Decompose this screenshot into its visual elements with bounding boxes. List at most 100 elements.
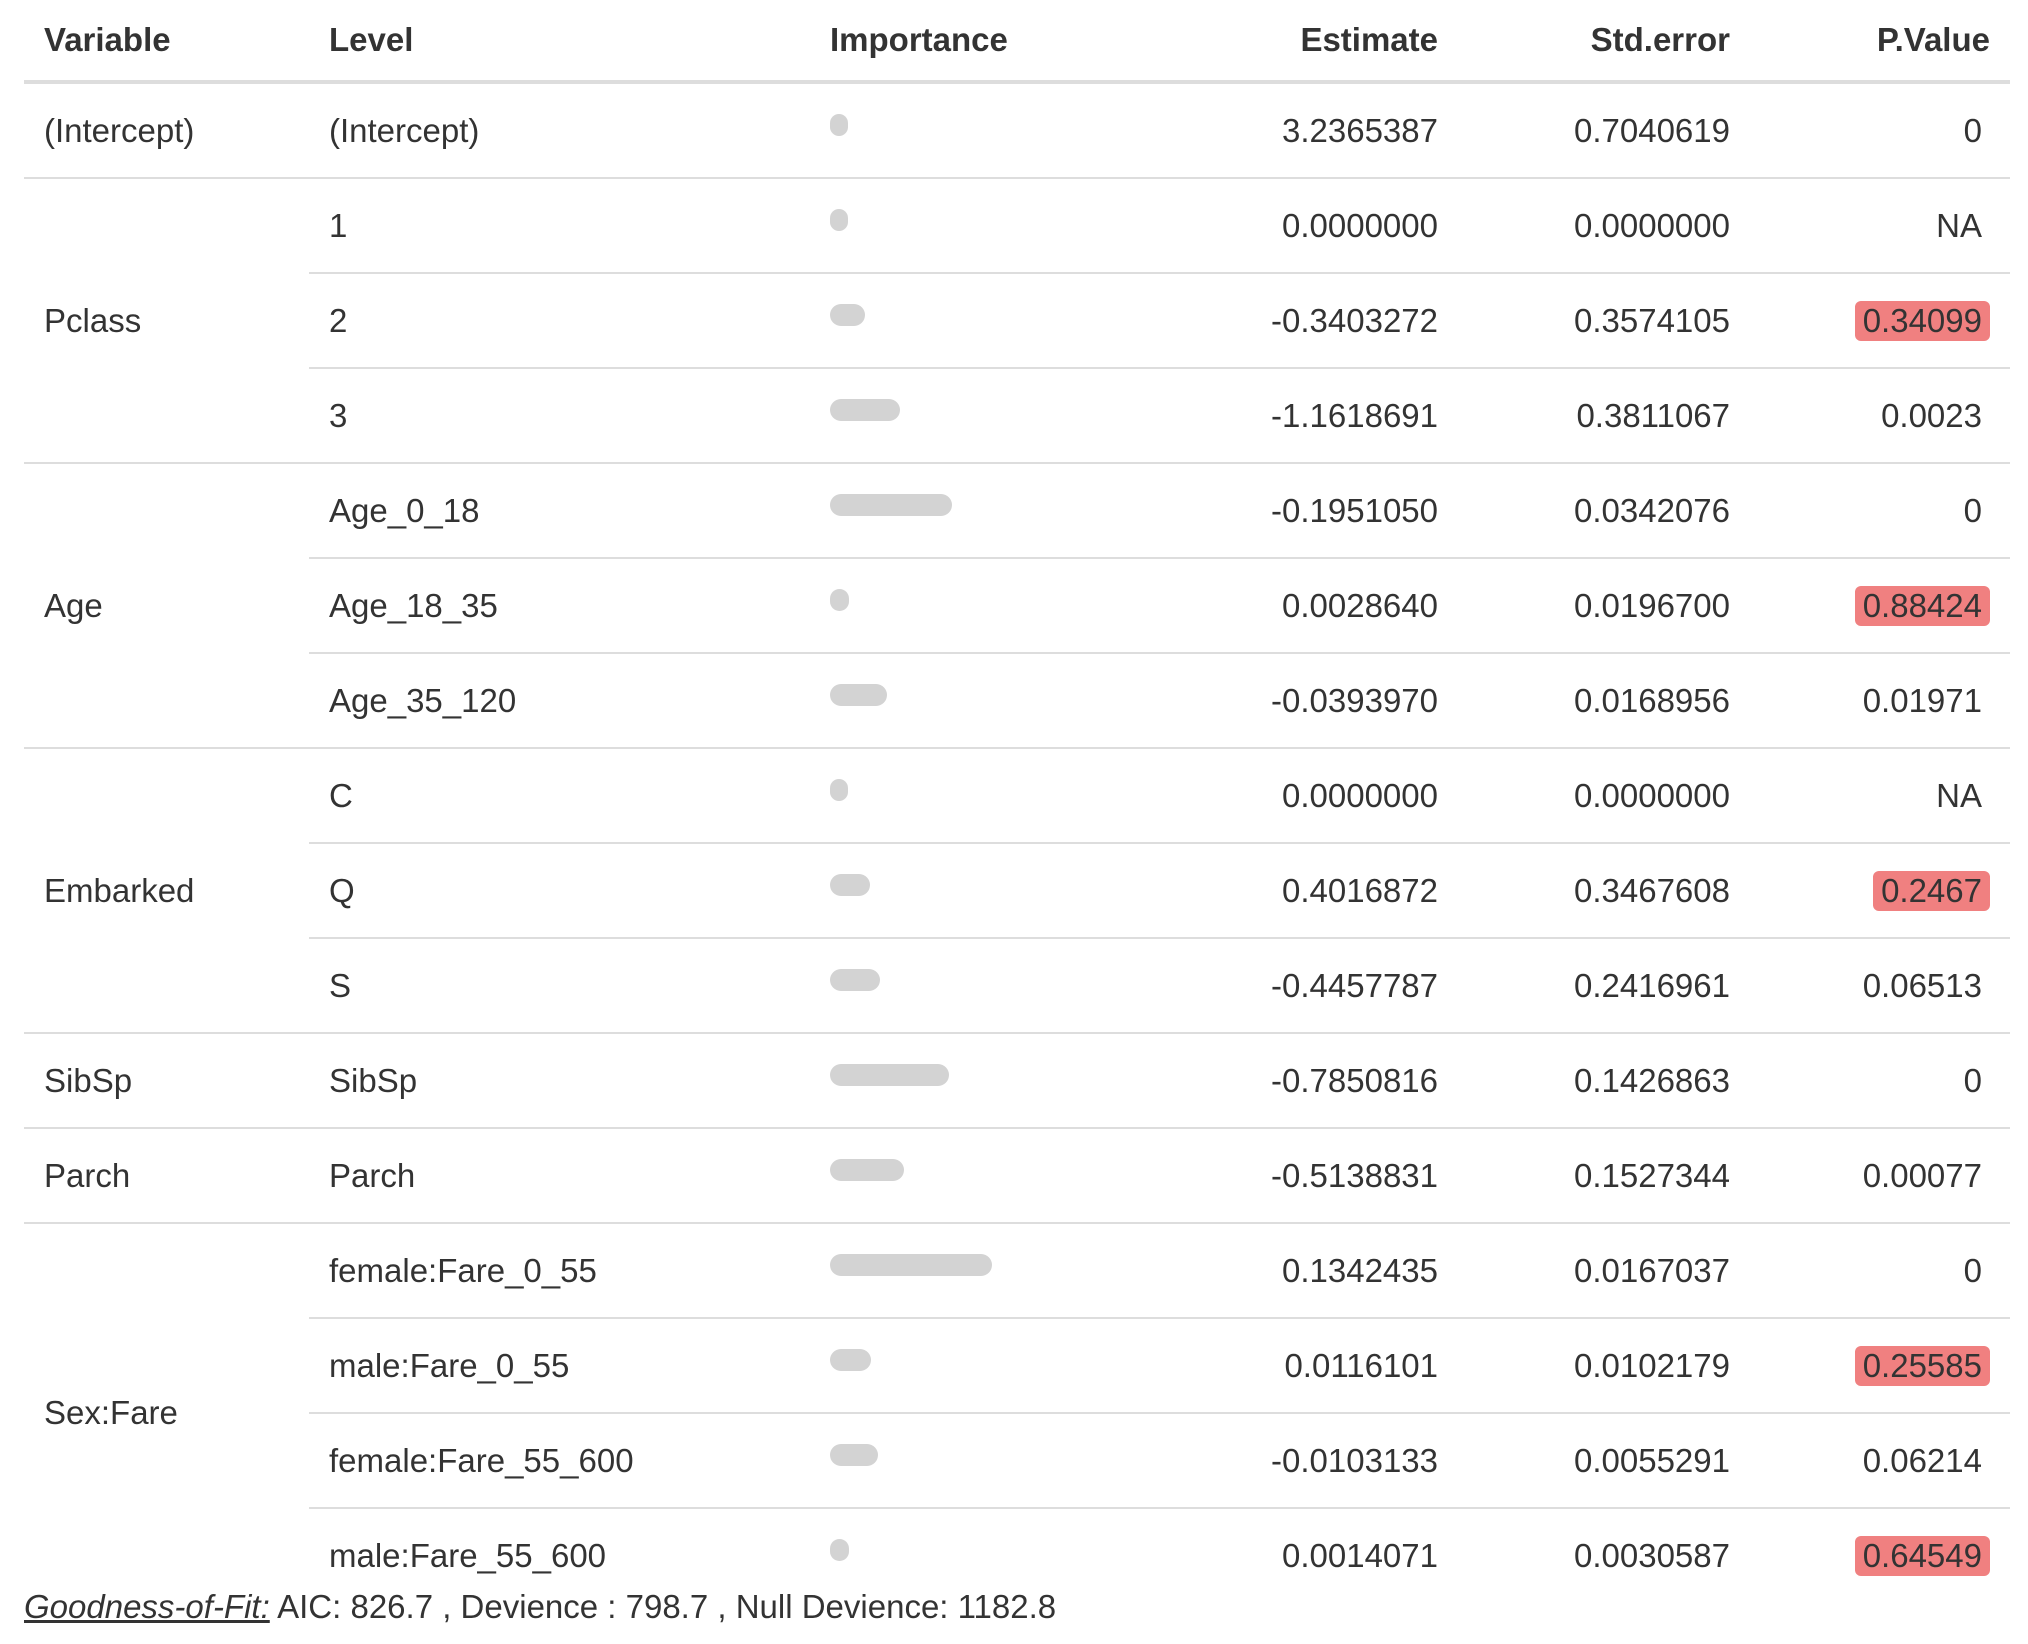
table-row: SibSp SibSp -0.7850816 0.1426863 0 [24, 1032, 2010, 1128]
cell-estimate: -1.1618691 [1140, 367, 1458, 463]
cell-level: Parch [309, 1127, 810, 1223]
importance-bar [830, 208, 848, 231]
importance-bar [830, 113, 848, 136]
table-row: Embarked C 0.0000000 0.0000000 NA [24, 747, 2010, 1033]
p-value-text: 0.00077 [1862, 1156, 1982, 1194]
cell-importance [810, 1412, 1140, 1508]
cell-estimate: 0.1342435 [1140, 1222, 1458, 1318]
cell-estimate: 3.2365387 [1282, 111, 1438, 149]
table-row: Age_18_35 0.0028640 0.0196700 0.88424 [24, 557, 2010, 653]
p-value-text: 0 [1963, 1251, 1982, 1289]
cell-p-value: NA [1750, 747, 2010, 843]
cell-estimate: 0.0028640 [1140, 557, 1458, 653]
p-value-text: 0 [1963, 111, 1982, 149]
cell-p-value: 0.64549 [1750, 1507, 2010, 1602]
header-std-error: Std.error [1458, 0, 1750, 84]
cell-importance [810, 842, 1140, 938]
importance-bar [830, 778, 848, 801]
cell-p-value: 0.34099 [1750, 272, 2010, 368]
cell-level: 1 [309, 177, 810, 273]
header-variable: Variable [24, 0, 309, 84]
cell-p-value: 0.06513 [1750, 937, 2010, 1033]
cell-estimate: -0.5138831 [1140, 1127, 1458, 1223]
importance-bar [830, 1443, 878, 1466]
table-body: (Intercept) (Intercept) 3.2365387 0.7040619… [24, 82, 2010, 1602]
importance-bar [830, 1538, 849, 1561]
cell-importance [810, 367, 1140, 463]
table-row: Q 0.4016872 0.3467608 0.2467 [24, 842, 2010, 938]
p-value-text: 0.06214 [1862, 1441, 1982, 1479]
p-value-highlight-badge: 0.34099 [1854, 300, 1990, 341]
table-row: Sex:Fare female:Fare_0_55 0.1342435 0.01670… [24, 1222, 2010, 1602]
cell-std-error: 0.1527344 [1458, 1127, 1750, 1223]
header-row: Variable Level Importance Estimate Std.e… [24, 0, 2010, 84]
cell-level: Q [309, 842, 810, 938]
header-estimate: Estimate [1140, 0, 1458, 84]
cell-std-error: 0.0196700 [1458, 557, 1750, 653]
table-row: S -0.4457787 0.2416961 0.06513 [24, 937, 2010, 1033]
cell-variable: Pclass [24, 177, 309, 463]
cell-importance [810, 652, 1140, 748]
cell-std-error: 0.3467608 [1458, 842, 1750, 938]
cell-importance [810, 1127, 1140, 1223]
importance-bar [830, 1158, 904, 1181]
cell-estimate: -0.7850816 [1140, 1032, 1458, 1128]
cell-estimate: 0.0000000 [1140, 177, 1458, 273]
table-row: male:Fare_55_600 0.0014071 0.0030587 0.6454… [24, 1507, 2010, 1602]
cell-estimate: 0.0014071 [1140, 1507, 1458, 1602]
table-row: 3 -1.1618691 0.3811067 0.0023 [24, 367, 2010, 463]
cell-variable: Age [24, 462, 309, 748]
cell-p-value: NA [1750, 177, 2010, 273]
cell-p-value: 0.88424 [1750, 557, 2010, 653]
p-value-text: 0.01971 [1862, 681, 1982, 719]
p-value-text: 0 [1963, 491, 1982, 529]
cell-p-value: 0.01971 [1750, 652, 2010, 748]
cell-level: (Intercept) [329, 111, 480, 149]
importance-bar [830, 493, 952, 516]
cell-variable: (Intercept) [44, 111, 195, 149]
cell-level: male:Fare_55_600 [309, 1507, 810, 1602]
cell-p-value: 0.25585 [1750, 1317, 2010, 1413]
cell-level: female:Fare_0_55 [309, 1222, 810, 1318]
cell-p-value: 0 [1750, 462, 2010, 558]
importance-bar [830, 873, 870, 896]
cell-estimate: 0.0116101 [1140, 1317, 1458, 1413]
cell-p-value: 0.00077 [1750, 1127, 2010, 1223]
cell-p-value: 0.0023 [1750, 367, 2010, 463]
cell-variable: Sex:Fare [24, 1222, 309, 1602]
cell-level: 2 [309, 272, 810, 368]
cell-level: 3 [309, 367, 810, 463]
cell-level: S [309, 937, 810, 1033]
p-value-text: 0 [1963, 1061, 1982, 1099]
table-row: (Intercept) (Intercept) 3.2365387 0.7040619… [24, 82, 2010, 178]
importance-bar [830, 398, 900, 421]
cell-importance [810, 272, 1140, 368]
cell-level: Age_18_35 [309, 557, 810, 653]
importance-bar [830, 683, 887, 706]
cell-std-error: 0.2416961 [1458, 937, 1750, 1033]
cell-std-error: 0.0000000 [1458, 747, 1750, 843]
table-row: Age_35_120 -0.0393970 0.0168956 0.01971 [24, 652, 2010, 748]
p-value-text: 0.06513 [1862, 966, 1982, 1004]
cell-level: Age_35_120 [309, 652, 810, 748]
cell-importance [810, 937, 1140, 1033]
cell-std-error: 0.0055291 [1458, 1412, 1750, 1508]
cell-importance [810, 1317, 1140, 1413]
regression-table: Variable Level Importance Estimate Std.e… [24, 0, 2010, 1602]
cell-estimate: 0.0000000 [1140, 747, 1458, 843]
cell-importance [810, 462, 1140, 558]
importance-bar [830, 588, 849, 611]
cell-std-error: 0.0342076 [1458, 462, 1750, 558]
importance-bar [830, 1063, 949, 1086]
p-value-highlight-badge: 0.2467 [1873, 870, 1990, 911]
cell-std-error: 0.0000000 [1458, 177, 1750, 273]
table-row: male:Fare_0_55 0.0116101 0.0102179 0.25585 [24, 1317, 2010, 1413]
cell-importance [810, 1222, 1140, 1318]
p-value-text: NA [1936, 776, 1982, 814]
cell-estimate: -0.3403272 [1140, 272, 1458, 368]
cell-level: Age_0_18 [309, 462, 810, 558]
cell-estimate: -0.0103133 [1140, 1412, 1458, 1508]
header-importance: Importance [810, 0, 1140, 84]
table-row: Pclass 1 0.0000000 0.0000000 NA [24, 177, 2010, 463]
importance-bar [830, 1348, 871, 1371]
